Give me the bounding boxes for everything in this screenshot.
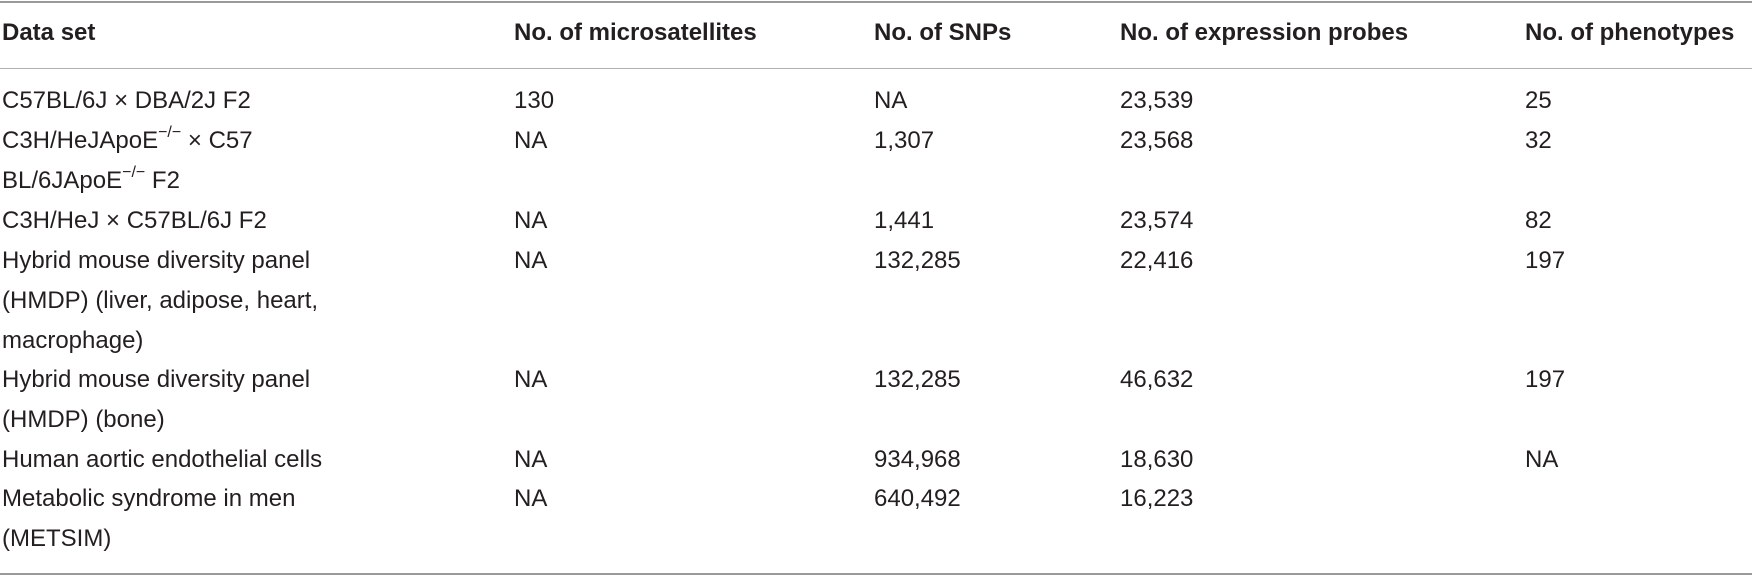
dataset-text: BL/6JApoE	[2, 167, 123, 194]
cell-microsatellites: NA	[514, 485, 548, 512]
header-microsatellites: No. of microsatellites	[514, 19, 757, 46]
cell-microsatellites: NA	[514, 446, 548, 473]
dataset-text: F2	[145, 167, 180, 194]
header-snps: No. of SNPs	[874, 19, 1012, 46]
header-expression-probes: No. of expression probes	[1120, 19, 1409, 46]
cell-microsatellites: NA	[514, 247, 548, 274]
cell-microsatellites: NA	[514, 127, 548, 154]
cell-dataset: Metabolic syndrome in men (METSIM)	[2, 479, 295, 559]
cell-dataset-line: Hybrid mouse diversity panel	[2, 247, 311, 274]
dataset-superscript: −/−	[122, 164, 146, 181]
cell-expression-probes: 46,632	[1120, 366, 1194, 393]
dataset-superscript: −/−	[158, 124, 182, 141]
cell-phenotypes: 197	[1525, 366, 1566, 393]
table-top-rule	[0, 1, 1752, 3]
cell-dataset: C3H/HeJ × C57BL/6J F2	[2, 201, 267, 241]
cell-expression-probes: 16,223	[1120, 485, 1194, 512]
cell-dataset: Hybrid mouse diversity panel (HMDP) (bon…	[2, 360, 310, 440]
dataset-text: × C57	[181, 127, 253, 154]
table-bottom-rule	[0, 573, 1752, 575]
cell-snps: 132,285	[874, 247, 961, 274]
cell-dataset-line: (HMDP) (liver, adipose, heart,	[2, 287, 319, 314]
cell-phenotypes: 32	[1525, 127, 1552, 154]
cell-microsatellites: NA	[514, 366, 548, 393]
header-data-set: Data set	[2, 19, 96, 46]
cell-expression-probes: 23,574	[1120, 207, 1194, 234]
cell-expression-probes: 23,568	[1120, 127, 1194, 154]
cell-snps: 1,441	[874, 207, 935, 234]
cell-expression-probes: 23,539	[1120, 87, 1194, 114]
cell-snps: NA	[874, 87, 908, 114]
cell-snps: 1,307	[874, 127, 935, 154]
header-phenotypes: No. of phenotypes	[1525, 19, 1735, 46]
cell-expression-probes: 18,630	[1120, 446, 1194, 473]
cell-dataset: Human aortic endothelial cells	[2, 440, 322, 480]
cell-dataset-line: BL/6JApoE−/− F2	[2, 161, 253, 201]
cell-phenotypes: 82	[1525, 207, 1552, 234]
cell-dataset-line: (HMDP) (bone)	[2, 406, 165, 433]
cell-microsatellites: 130	[514, 87, 555, 114]
cell-dataset-line: C3H/HeJ × C57BL/6J F2	[2, 207, 267, 234]
cell-microsatellites: NA	[514, 207, 548, 234]
cell-dataset-line: Hybrid mouse diversity panel	[2, 366, 311, 393]
cell-dataset: C3H/HeJApoE−/− × C57 BL/6JApoE−/− F2	[2, 121, 253, 201]
cell-dataset-line: C57BL/6J × DBA/2J F2	[2, 87, 251, 114]
cell-snps: 934,968	[874, 446, 961, 473]
cell-expression-probes: 22,416	[1120, 247, 1194, 274]
cell-dataset-line: Metabolic syndrome in men	[2, 485, 296, 512]
cell-dataset-line: macrophage)	[2, 327, 144, 354]
dataset-text: C3H/HeJApoE	[2, 127, 159, 154]
cell-dataset-line: C3H/HeJApoE−/− × C57	[2, 121, 253, 161]
cell-snps: 640,492	[874, 485, 961, 512]
cell-dataset-line: (METSIM)	[2, 525, 112, 552]
cell-phenotypes: NA	[1525, 446, 1559, 473]
cell-snps: 132,285	[874, 366, 961, 393]
cell-dataset: Hybrid mouse diversity panel (HMDP) (liv…	[2, 241, 318, 361]
cell-dataset: C57BL/6J × DBA/2J F2	[2, 81, 251, 121]
table-header-rule	[0, 68, 1752, 69]
cell-phenotypes: 25	[1525, 87, 1552, 114]
cell-dataset-line: Human aortic endothelial cells	[2, 446, 323, 473]
cell-phenotypes: 197	[1525, 247, 1566, 274]
